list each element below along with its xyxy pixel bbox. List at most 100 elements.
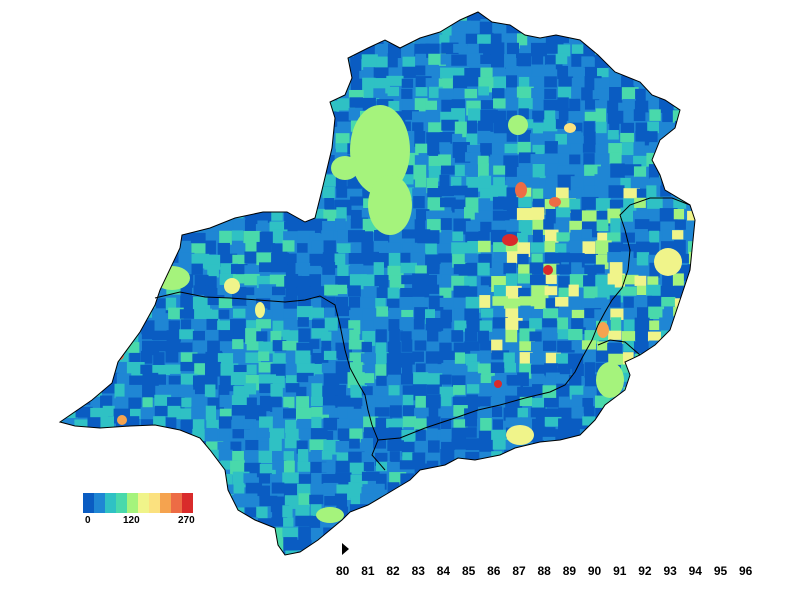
municipality — [116, 119, 129, 135]
municipality — [217, 130, 230, 141]
municipality — [141, 207, 158, 222]
municipality — [568, 284, 579, 297]
year-94[interactable]: 94 — [688, 564, 702, 578]
municipality — [102, 405, 115, 417]
year-82[interactable]: 82 — [386, 564, 400, 578]
municipality — [621, 550, 636, 555]
municipality — [623, 538, 636, 548]
municipality — [555, 53, 568, 65]
municipality — [545, 208, 556, 224]
municipality — [595, 133, 614, 144]
municipality — [191, 452, 208, 467]
municipality — [179, 527, 195, 542]
municipality — [451, 460, 470, 475]
municipality — [557, 86, 576, 99]
municipality — [246, 111, 264, 123]
municipality — [191, 87, 206, 103]
municipality — [620, 372, 636, 382]
municipality — [530, 483, 544, 497]
municipality — [620, 251, 634, 266]
municipality — [555, 220, 574, 233]
municipality — [608, 330, 622, 340]
municipality — [532, 460, 547, 474]
municipality — [479, 483, 494, 500]
municipality — [544, 460, 558, 475]
municipality — [271, 482, 285, 494]
municipality — [569, 485, 585, 502]
municipality — [115, 262, 133, 277]
year-81[interactable]: 81 — [361, 564, 375, 578]
municipality — [256, 506, 268, 522]
municipality — [622, 42, 634, 58]
municipality — [532, 144, 547, 158]
municipality — [672, 133, 683, 144]
municipality — [76, 308, 95, 320]
municipality — [543, 153, 560, 167]
year-91[interactable]: 91 — [613, 564, 627, 578]
municipality — [685, 53, 695, 69]
municipality — [152, 99, 169, 112]
municipality — [258, 473, 272, 484]
municipality — [388, 12, 405, 13]
municipality — [257, 485, 270, 499]
municipality — [167, 44, 183, 57]
municipality — [659, 208, 678, 223]
municipality — [451, 108, 466, 123]
year-96[interactable]: 96 — [739, 564, 753, 578]
municipality — [530, 76, 546, 92]
year-95[interactable]: 95 — [713, 564, 728, 578]
municipality — [621, 485, 640, 496]
municipality — [425, 230, 440, 244]
municipality — [194, 20, 211, 35]
municipality — [622, 34, 633, 45]
municipality — [336, 243, 355, 254]
municipality — [374, 407, 390, 417]
municipality — [243, 230, 262, 244]
municipality — [74, 54, 92, 69]
year-86[interactable]: 86 — [487, 564, 501, 578]
year-84[interactable]: 84 — [436, 564, 451, 578]
municipality — [116, 318, 128, 330]
municipality — [490, 154, 505, 166]
municipality — [388, 319, 403, 332]
municipality — [61, 318, 80, 329]
municipality — [323, 527, 342, 544]
municipality — [412, 452, 426, 468]
municipality — [244, 131, 262, 142]
year-85[interactable]: 85 — [461, 564, 476, 578]
municipality — [633, 155, 647, 168]
municipality — [621, 22, 635, 36]
municipality — [126, 32, 137, 44]
year-88[interactable]: 88 — [537, 564, 551, 578]
municipality — [583, 318, 598, 328]
municipality — [140, 407, 156, 421]
year-80[interactable]: 80 — [336, 564, 350, 578]
municipality — [465, 373, 482, 384]
municipality — [152, 131, 166, 148]
year-83[interactable]: 83 — [411, 564, 425, 578]
municipality — [660, 438, 678, 451]
year-90[interactable]: 90 — [587, 564, 602, 578]
municipality — [583, 121, 595, 136]
municipality — [60, 78, 62, 92]
municipality — [689, 0, 702, 10]
municipality — [205, 528, 223, 542]
municipality — [141, 120, 158, 132]
municipality — [441, 505, 453, 518]
municipality — [594, 419, 606, 435]
municipality — [311, 407, 329, 419]
municipality — [647, 472, 658, 486]
municipality — [74, 176, 85, 192]
municipality — [440, 449, 456, 464]
municipality — [545, 496, 558, 509]
play-icon[interactable] — [342, 543, 349, 555]
municipality — [129, 375, 145, 385]
municipality — [206, 318, 219, 332]
municipality — [180, 42, 196, 52]
year-89[interactable]: 89 — [562, 564, 577, 578]
year-93[interactable]: 93 — [663, 564, 677, 578]
year-92[interactable]: 92 — [638, 564, 652, 578]
municipality — [594, 309, 606, 325]
municipality — [505, 317, 523, 331]
year-87[interactable]: 87 — [512, 564, 526, 578]
